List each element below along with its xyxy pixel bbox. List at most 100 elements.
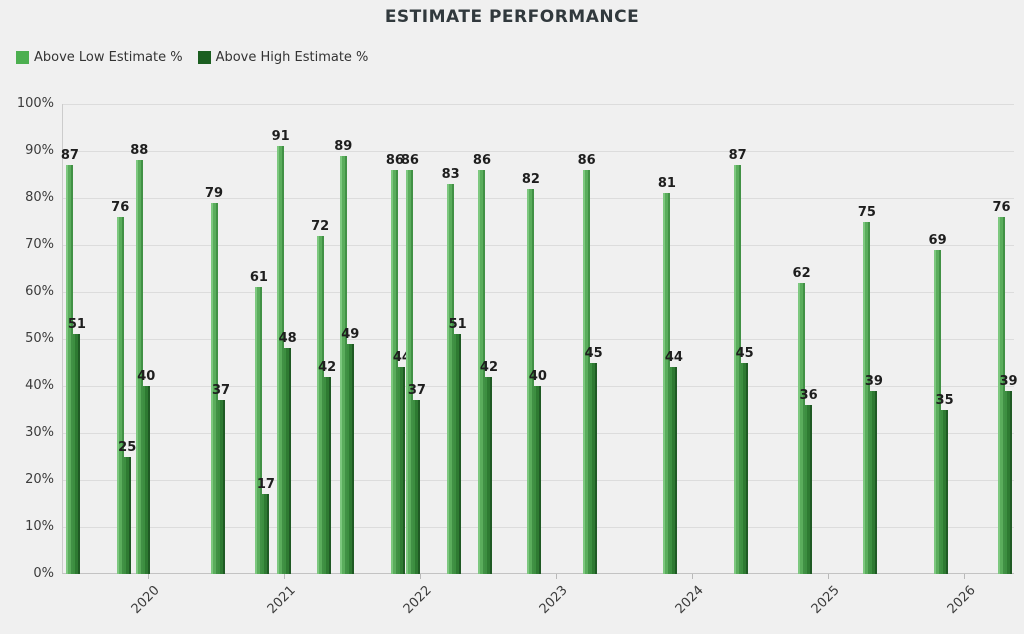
chart-legend: Above Low Estimate % Above High Estimate … xyxy=(16,50,368,65)
value-label-low: 76 xyxy=(111,199,130,215)
x-axis-label: 2023 xyxy=(536,583,571,618)
gridline xyxy=(63,104,1014,105)
bar-above-low xyxy=(316,235,324,574)
value-label-high: 45 xyxy=(584,345,603,361)
value-label-low: 72 xyxy=(311,218,330,234)
value-label-high: 51 xyxy=(67,317,86,333)
value-label-low: 88 xyxy=(130,143,149,159)
bar-group: 79 37 xyxy=(205,104,230,574)
value-label-low: 76 xyxy=(992,199,1011,215)
x-axis-tick xyxy=(692,574,693,579)
value-label-low: 61 xyxy=(249,270,268,286)
y-axis-label: 90% xyxy=(25,143,54,158)
bar-group: 87 45 xyxy=(729,104,754,574)
x-axis-label: 2020 xyxy=(128,583,163,618)
value-label-low: 86 xyxy=(385,152,404,168)
bar-group: 83 51 xyxy=(442,104,467,574)
value-label-low: 81 xyxy=(657,176,676,192)
value-label-high: 36 xyxy=(799,387,818,403)
value-label-high: 51 xyxy=(448,317,467,333)
bar-above-low xyxy=(863,221,871,574)
bar-above-high xyxy=(454,334,462,574)
bar-group: 89 49 xyxy=(334,104,359,574)
bar-group: 72 42 xyxy=(311,104,336,574)
gridline xyxy=(63,245,1014,246)
bar-group: 75 39 xyxy=(858,104,883,574)
legend-label: Above High Estimate % xyxy=(215,50,369,65)
y-axis-label: 50% xyxy=(25,331,54,346)
gridline xyxy=(63,198,1014,199)
bar-above-high xyxy=(142,386,150,574)
gridline xyxy=(63,339,1014,340)
bar-group: 87 51 xyxy=(61,104,86,574)
value-label-low: 83 xyxy=(441,166,460,182)
legend-item-above-low: Above Low Estimate % xyxy=(16,50,183,65)
value-label-high: 40 xyxy=(137,369,156,384)
value-label-high: 42 xyxy=(479,359,499,375)
plot-area: 2020 2021 2022 2023 2024 2025 2026 87 51 76 25 88 40… xyxy=(61,104,1018,617)
value-label-low: 69 xyxy=(928,232,947,248)
bar-above-low xyxy=(391,169,399,574)
bar-above-low xyxy=(339,155,347,574)
value-label-high: 35 xyxy=(935,392,954,408)
bar-above-low xyxy=(934,249,942,574)
value-label-low: 89 xyxy=(334,138,353,154)
bar-group: 76 39 xyxy=(992,104,1018,574)
y-axis-label: 20% xyxy=(25,472,54,487)
bar-group: 82 40 xyxy=(522,104,547,574)
bar-above-low xyxy=(277,146,285,574)
x-axis-label: 2021 xyxy=(264,583,299,618)
value-label-high: 37 xyxy=(407,383,426,399)
bar-above-low xyxy=(478,169,486,574)
gridline xyxy=(63,151,1014,152)
value-label-low: 62 xyxy=(792,265,811,281)
value-label-high: 45 xyxy=(735,345,754,361)
y-axis-label: 10% xyxy=(25,519,54,534)
value-label-high: 42 xyxy=(318,359,337,375)
y-axis-label: 80% xyxy=(25,190,54,205)
bar-above-high xyxy=(805,404,813,574)
value-label-low: 75 xyxy=(857,204,876,220)
bar-above-high xyxy=(73,334,81,574)
bar-above-high xyxy=(323,376,331,574)
bar-group: 86 45 xyxy=(578,104,603,574)
y-axis-label: 60% xyxy=(25,284,54,299)
bar-above-high xyxy=(870,390,878,574)
bar-above-high xyxy=(1005,390,1012,574)
bar-above-high xyxy=(670,367,678,574)
legend-swatch-icon xyxy=(197,51,211,64)
chart-title: ESTIMATE PERFORMANCE xyxy=(384,7,640,27)
legend-item-above-high: Above High Estimate % xyxy=(197,50,369,65)
value-label-high: 48 xyxy=(278,331,297,347)
x-axis-label: 2022 xyxy=(400,583,435,618)
legend-label: Above Low Estimate % xyxy=(34,50,183,65)
y-axis-label: 0% xyxy=(33,566,54,581)
bar-above-high xyxy=(217,400,225,574)
bar-group: 88 40 xyxy=(130,104,155,574)
x-axis-tick xyxy=(284,574,285,579)
bar-above-low xyxy=(798,282,806,574)
x-axis-tick xyxy=(964,574,965,579)
value-label-low: 82 xyxy=(521,171,540,187)
value-label-high: 44 xyxy=(664,350,683,366)
bar-above-high xyxy=(346,343,354,574)
value-label-low: 86 xyxy=(472,152,492,168)
value-label-high: 39 xyxy=(864,373,883,389)
bar-above-high xyxy=(590,362,598,574)
x-axis-label: 2026 xyxy=(944,583,979,618)
x-axis-label: 2024 xyxy=(672,583,707,618)
value-label-low: 91 xyxy=(271,129,290,145)
bar-group: 61 17 xyxy=(250,104,275,574)
bar-above-low xyxy=(210,202,218,574)
bar-above-high xyxy=(741,362,749,574)
bar-above-low xyxy=(255,287,263,574)
bar-above-high xyxy=(398,367,406,574)
value-label-low: 86 xyxy=(577,152,596,168)
bar-above-low xyxy=(116,216,124,574)
bar-group: 81 44 xyxy=(658,104,683,574)
x-axis-tick xyxy=(556,574,557,579)
bar-group: 91 48 xyxy=(272,104,297,574)
legend-swatch-icon xyxy=(16,51,29,64)
value-label-high: 39 xyxy=(999,373,1018,389)
